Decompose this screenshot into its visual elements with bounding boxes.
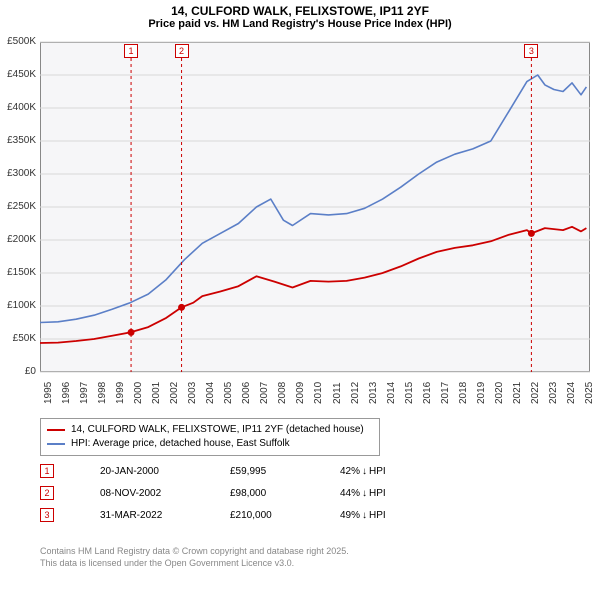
x-tick-label: 2020 (494, 382, 505, 404)
event-gap: 44%↓HPI (340, 488, 400, 499)
y-tick-label: £450K (0, 69, 36, 80)
x-tick-label: 2025 (584, 382, 595, 404)
x-tick-label: 2011 (332, 382, 343, 404)
event-num-box: 2 (40, 486, 54, 500)
y-tick-label: £400K (0, 102, 36, 113)
chart-svg (0, 0, 600, 420)
x-tick-label: 1998 (97, 382, 108, 404)
event-row: 2 08-NOV-2002£98,00044%↓HPI (40, 482, 400, 504)
legend-swatch (47, 429, 65, 431)
x-tick-label: 2001 (151, 382, 162, 404)
y-tick-label: £250K (0, 201, 36, 212)
legend-row: HPI: Average price, detached house, East… (47, 437, 373, 451)
chart-container: 14, CULFORD WALK, FELIXSTOWE, IP11 2YF P… (0, 0, 600, 590)
x-tick-label: 2017 (440, 382, 451, 404)
x-tick-label: 2019 (476, 382, 487, 404)
series-hpi (40, 75, 586, 323)
x-tick-label: 2018 (458, 382, 469, 404)
y-tick-label: £500K (0, 36, 36, 47)
event-gap: 42%↓HPI (340, 466, 400, 477)
event-row: 3 31-MAR-2022£210,00049%↓HPI (40, 504, 400, 526)
x-tick-label: 1997 (79, 382, 90, 404)
y-tick-label: £350K (0, 135, 36, 146)
arrow-down-icon: ↓ (362, 488, 367, 499)
event-row: 1 20-JAN-2000£59,99542%↓HPI (40, 460, 400, 482)
x-tick-label: 2003 (187, 382, 198, 404)
y-tick-label: £0 (0, 366, 36, 377)
x-tick-label: 1995 (43, 382, 54, 404)
x-tick-label: 2004 (205, 382, 216, 404)
x-tick-label: 2023 (548, 382, 559, 404)
x-tick-label: 2008 (277, 382, 288, 404)
footnote: Contains HM Land Registry data © Crown c… (40, 545, 349, 569)
event-date: 20-JAN-2000 (100, 466, 230, 477)
arrow-down-icon: ↓ (362, 510, 367, 521)
y-tick-label: £300K (0, 168, 36, 179)
series-property (40, 227, 586, 343)
events-table: 1 20-JAN-2000£59,99542%↓HPI 2 08-NOV-2002£9… (40, 460, 400, 526)
y-tick-label: £150K (0, 267, 36, 278)
x-tick-label: 2015 (404, 382, 415, 404)
event-price: £59,995 (230, 466, 340, 477)
y-tick-label: £200K (0, 234, 36, 245)
event-date: 08-NOV-2002 (100, 488, 230, 499)
legend-label: HPI: Average price, detached house, East… (71, 437, 290, 451)
event-price: £210,000 (230, 510, 340, 521)
event-marker-2: 2 (175, 44, 189, 58)
event-marker-1: 1 (124, 44, 138, 58)
x-tick-label: 2016 (422, 382, 433, 404)
x-tick-label: 1996 (61, 382, 72, 404)
x-tick-label: 2012 (350, 382, 361, 404)
event-marker-3: 3 (524, 44, 538, 58)
footnote-line2: This data is licensed under the Open Gov… (40, 557, 349, 569)
event-num-box: 1 (40, 464, 54, 478)
x-tick-label: 2005 (223, 382, 234, 404)
x-tick-label: 2024 (566, 382, 577, 404)
x-tick-label: 2014 (386, 382, 397, 404)
x-tick-label: 2009 (295, 382, 306, 404)
x-tick-label: 2021 (512, 382, 523, 404)
footnote-line1: Contains HM Land Registry data © Crown c… (40, 545, 349, 557)
x-tick-label: 2007 (259, 382, 270, 404)
y-tick-label: £100K (0, 300, 36, 311)
event-num-box: 3 (40, 508, 54, 522)
x-tick-label: 2013 (368, 382, 379, 404)
x-tick-label: 2006 (241, 382, 252, 404)
legend-label: 14, CULFORD WALK, FELIXSTOWE, IP11 2YF (… (71, 423, 364, 437)
event-gap: 49%↓HPI (340, 510, 400, 521)
x-tick-label: 2002 (169, 382, 180, 404)
legend-box: 14, CULFORD WALK, FELIXSTOWE, IP11 2YF (… (40, 418, 380, 456)
x-tick-label: 2022 (530, 382, 541, 404)
y-tick-label: £50K (0, 333, 36, 344)
legend-swatch (47, 443, 65, 445)
event-price: £98,000 (230, 488, 340, 499)
x-tick-label: 2000 (133, 382, 144, 404)
arrow-down-icon: ↓ (362, 466, 367, 477)
event-date: 31-MAR-2022 (100, 510, 230, 521)
x-tick-label: 2010 (313, 382, 324, 404)
x-tick-label: 1999 (115, 382, 126, 404)
legend-row: 14, CULFORD WALK, FELIXSTOWE, IP11 2YF (… (47, 423, 373, 437)
